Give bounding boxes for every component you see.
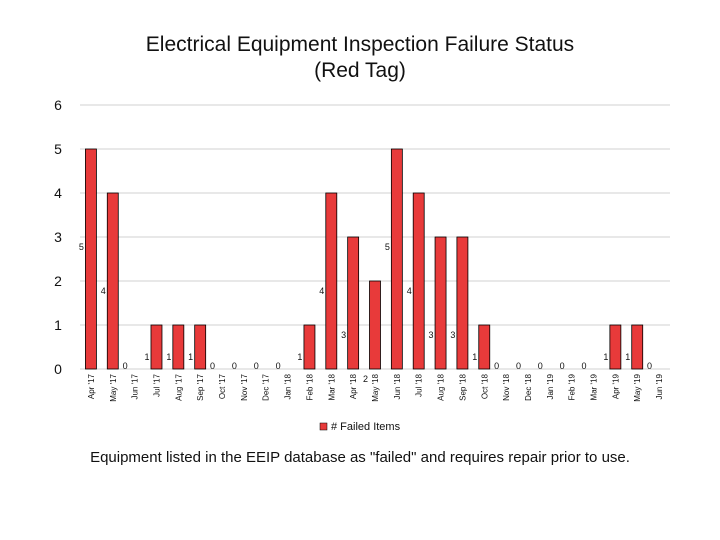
x-tick-label: Oct '17 [218, 373, 227, 399]
x-tick-label: May '17 [109, 373, 118, 401]
data-label: 5 [79, 242, 84, 252]
bar [456, 236, 469, 370]
x-tick-label: Jan '18 [284, 373, 293, 399]
data-label: 0 [647, 361, 652, 371]
bar [369, 280, 381, 370]
data-label: 1 [603, 352, 608, 362]
data-label: 0 [560, 361, 565, 371]
data-label: 5 [385, 242, 390, 252]
x-tick-label: Mar '18 [327, 373, 336, 400]
data-label: 0 [582, 361, 587, 371]
x-tick-label: Jun '18 [393, 373, 402, 399]
data-label: 4 [101, 286, 106, 296]
x-tick-label: Nov '17 [240, 373, 249, 400]
caption: Equipment listed in the EEIP database as… [90, 449, 630, 466]
x-tick-label: May '19 [633, 373, 642, 401]
bar [303, 324, 316, 370]
bar [85, 148, 97, 370]
bar [390, 148, 403, 370]
x-tick-label: Oct '18 [480, 373, 489, 399]
bar [106, 192, 119, 370]
x-tick-label: Jan '19 [546, 373, 555, 399]
x-axis: Apr '17 May '17 Jun '17 Jul '17 Aug '17 Sep '… [87, 373, 664, 401]
legend-label: # Failed Items [331, 421, 401, 433]
x-tick-label: Feb '19 [568, 373, 577, 400]
y-axis: 0 1 2 3 4 5 6 [54, 97, 62, 377]
bar [412, 192, 425, 370]
bar [609, 324, 622, 370]
bar [434, 236, 447, 370]
y-tick-label: 2 [54, 273, 62, 289]
y-tick-label: 1 [54, 317, 62, 333]
data-label: 3 [450, 330, 455, 340]
data-labels: 5 4 0 1 1 1 0 0 0 0 1 4 3 2 5 4 3 3 1 0 0 0 0 0 1 1 0 [79, 242, 652, 384]
x-tick-label: Aug '17 [174, 373, 183, 400]
bar [172, 324, 185, 370]
x-tick-label: Dec '18 [524, 373, 533, 400]
y-tick-label: 0 [54, 361, 62, 377]
data-label: 1 [166, 352, 171, 362]
x-tick-label: Jul '17 [152, 373, 161, 396]
x-tick-label: May '18 [371, 373, 380, 401]
bar [631, 324, 644, 370]
data-label: 1 [188, 352, 193, 362]
bar [150, 324, 163, 370]
data-label: 0 [232, 361, 237, 371]
data-label: 0 [516, 361, 521, 371]
data-label: 4 [407, 286, 412, 296]
data-label: 0 [254, 361, 259, 371]
data-label: 3 [341, 330, 346, 340]
data-label: 1 [144, 352, 149, 362]
y-tick-label: 5 [54, 141, 62, 157]
y-tick-label: 4 [54, 185, 62, 201]
x-tick-label: Apr '18 [349, 373, 358, 399]
data-label: 0 [123, 361, 128, 371]
chart-title: Electrical Equipment Inspection Failure … [0, 32, 720, 84]
x-tick-label: Jun '19 [655, 373, 664, 399]
x-tick-label: Nov '18 [502, 373, 511, 400]
x-tick-label: Sep '18 [458, 373, 467, 400]
bar [194, 324, 207, 370]
data-label: 1 [625, 352, 630, 362]
x-tick-label: Mar '19 [590, 373, 599, 400]
x-tick-label: Jun '17 [131, 373, 140, 399]
x-tick-label: Sep '17 [196, 373, 205, 400]
legend: # Failed Items [319, 421, 401, 433]
chart-title-line2: (Red Tag) [314, 59, 406, 82]
bar [478, 324, 491, 370]
data-label: 0 [276, 361, 281, 371]
y-tick-label: 3 [54, 229, 62, 245]
y-tick-label: 6 [54, 97, 62, 113]
x-tick-label: Jul '18 [415, 373, 424, 396]
x-tick-label: Apr '17 [87, 373, 96, 399]
legend-swatch [319, 422, 328, 431]
data-label: 0 [538, 361, 543, 371]
x-tick-label: Apr '19 [611, 373, 620, 399]
data-label: 2 [363, 374, 368, 384]
data-label: 4 [319, 286, 324, 296]
x-tick-label: Dec '17 [262, 373, 271, 400]
chart-title-line1: Electrical Equipment Inspection Failure … [145, 33, 575, 56]
x-tick-label: Aug '18 [437, 373, 446, 400]
bars [85, 148, 644, 370]
bar [347, 236, 360, 370]
data-label: 1 [472, 352, 477, 362]
data-label: 1 [297, 352, 302, 362]
x-tick-label: Feb '18 [305, 373, 314, 400]
bar [325, 192, 338, 370]
data-label: 3 [429, 330, 434, 340]
data-label: 0 [210, 361, 215, 371]
data-label: 0 [494, 361, 499, 371]
